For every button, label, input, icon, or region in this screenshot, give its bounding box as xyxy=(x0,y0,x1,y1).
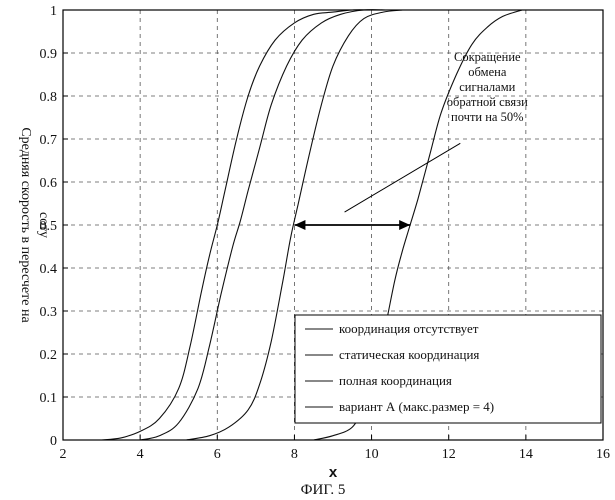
legend: координация отсутствует статическая коорд… xyxy=(295,315,601,423)
y-tick-label: 0.6 xyxy=(40,176,58,191)
x-axis-label: x xyxy=(329,464,338,481)
annotation-text-line: обратной связи xyxy=(447,95,528,109)
y-tick-label: 0 xyxy=(50,434,57,449)
y-axis-label-line-1: Средняя скорость в пересчете на xyxy=(18,127,33,323)
y-tick-label: 0.8 xyxy=(40,90,58,105)
x-tick-label: 4 xyxy=(137,447,144,462)
legend-entry-label: вариант А (макс.размер = 4) xyxy=(339,399,494,414)
y-tick-label: 0.4 xyxy=(40,262,58,277)
y-tick-label: 0.3 xyxy=(40,305,58,320)
x-tick-label: 14 xyxy=(519,447,533,462)
y-tick-label: 1 xyxy=(50,4,57,19)
legend-entry-label: полная координация xyxy=(339,373,452,388)
annotation-text-line: обмена xyxy=(468,65,507,79)
y-axis-label-line-2: соту xyxy=(36,212,51,238)
x-tick-label: 10 xyxy=(365,447,379,462)
annotation-text-line: сигналами xyxy=(459,80,515,94)
x-tick-label: 6 xyxy=(214,447,221,462)
y-tick-label: 0.2 xyxy=(40,348,58,363)
annotation-text-line: почти на 50% xyxy=(451,110,523,124)
legend-entry-label: статическая координация xyxy=(339,347,479,362)
legend-entry-label: координация отсутствует xyxy=(339,321,479,336)
figure-caption: ФИГ. 5 xyxy=(301,482,346,498)
x-tick-label: 8 xyxy=(291,447,298,462)
x-tick-label: 2 xyxy=(60,447,67,462)
y-tick-label: 0.7 xyxy=(40,133,58,148)
y-tick-label: 0.9 xyxy=(40,47,58,62)
annotation-text-line: Сокращение xyxy=(454,50,521,64)
y-tick-label: 0.1 xyxy=(40,391,58,406)
x-tick-label: 16 xyxy=(596,447,610,462)
x-tick-label: 12 xyxy=(442,447,456,462)
